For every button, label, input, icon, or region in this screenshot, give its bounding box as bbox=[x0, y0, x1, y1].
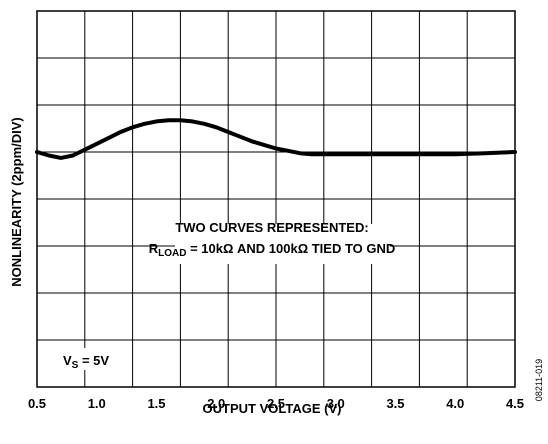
x-tick-label: 3.0 bbox=[327, 396, 345, 411]
x-tick-label: 2.5 bbox=[267, 396, 285, 411]
x-tick-labels: 0.5 1.0 1.5 2.0 2.5 3.0 3.5 4.0 4.5 bbox=[28, 396, 524, 411]
x-tick-label: 0.5 bbox=[28, 396, 46, 411]
y-axis-label: NONLINEARITY (2ppm/DIV) bbox=[9, 117, 24, 287]
curves-annotation-line1: TWO CURVES REPRESENTED: bbox=[175, 220, 368, 235]
curves-annotation-line2: RLOAD = 10kΩ AND 100kΩ TIED TO GND bbox=[149, 241, 396, 259]
plot-frame bbox=[36, 10, 516, 388]
x-tick-label: 1.0 bbox=[88, 396, 106, 411]
x-tick-label: 2.0 bbox=[207, 396, 225, 411]
x-tick-label: 4.5 bbox=[506, 396, 524, 411]
curves-annotation-bg bbox=[175, 224, 390, 264]
figure-id: 08211-019 bbox=[534, 359, 544, 401]
grid-lines bbox=[37, 11, 515, 387]
x-tick-label: 3.5 bbox=[386, 396, 404, 411]
nonlinearity-curve bbox=[35, 118, 517, 160]
vs-annotation-bg bbox=[40, 348, 130, 370]
x-tick-label: 4.0 bbox=[446, 396, 464, 411]
x-tick-label: 1.5 bbox=[147, 396, 165, 411]
vs-annotation: VS = 5V bbox=[63, 353, 109, 371]
x-axis-label: OUTPUT VOLTAGE (V) bbox=[203, 401, 342, 416]
